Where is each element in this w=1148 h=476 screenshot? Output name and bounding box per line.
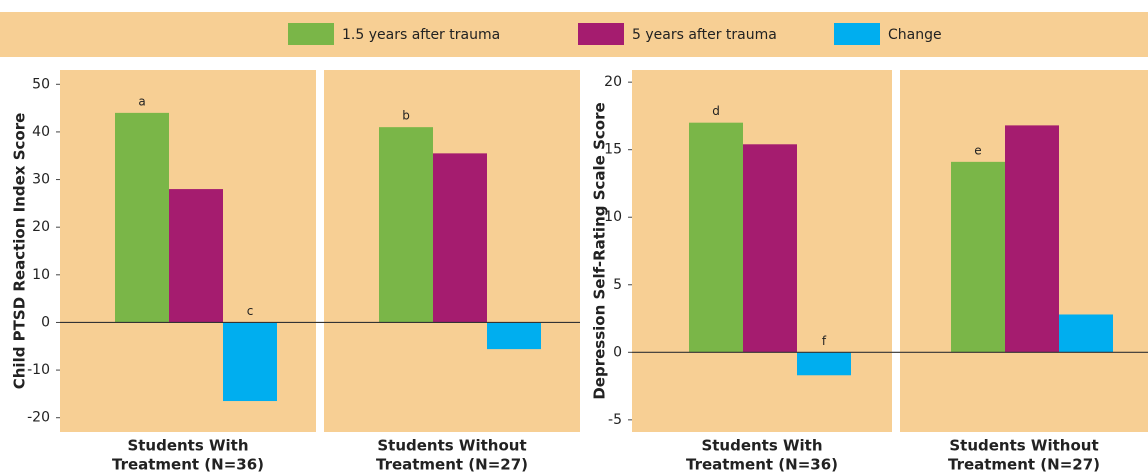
y-tick-label: 20 xyxy=(32,219,50,235)
legend-label: Change xyxy=(888,27,942,43)
x-tick-label: Students Without xyxy=(949,437,1098,455)
x-tick-label: Students Without xyxy=(377,437,526,455)
y-axis-label: Depression Self-Rating Scale Score xyxy=(591,102,609,399)
legend-swatch xyxy=(578,23,624,45)
bar xyxy=(1059,314,1113,353)
bar xyxy=(115,112,169,323)
y-tick-label: 20 xyxy=(604,74,622,90)
bar xyxy=(169,189,223,323)
x-tick-label: Treatment (N=27) xyxy=(376,456,528,474)
x-tick-label: Treatment (N=36) xyxy=(686,456,838,474)
bar xyxy=(743,144,797,353)
y-tick-label: -5 xyxy=(608,412,622,428)
bar xyxy=(1005,125,1059,353)
y-axis-label: Child PTSD Reaction Index Score xyxy=(11,113,29,390)
legend-swatch xyxy=(834,23,880,45)
bar-annotation: e xyxy=(974,143,981,157)
y-tick-label: 15 xyxy=(604,142,622,158)
bar-annotation: c xyxy=(247,304,254,318)
x-tick-label: Treatment (N=27) xyxy=(948,456,1100,474)
bar-annotation: d xyxy=(712,104,720,118)
legend-band xyxy=(0,12,1148,57)
legend-swatch xyxy=(288,23,334,45)
y-tick-label: 5 xyxy=(613,277,622,293)
bar xyxy=(487,322,541,350)
legend-label: 5 years after trauma xyxy=(632,27,777,43)
y-tick-label: 40 xyxy=(32,124,50,140)
x-tick-label: Treatment (N=36) xyxy=(112,456,264,474)
y-tick-label: -10 xyxy=(27,362,50,378)
bar xyxy=(951,161,1005,353)
bar xyxy=(379,127,433,323)
bar-annotation: b xyxy=(402,109,410,123)
legend-label: 1.5 years after trauma xyxy=(342,27,500,43)
y-tick-label: 0 xyxy=(613,344,622,360)
bar xyxy=(689,122,743,353)
x-tick-label: Students With xyxy=(127,437,248,455)
x-tick-label: Students With xyxy=(701,437,822,455)
y-tick-label: 10 xyxy=(32,267,50,283)
y-tick-label: 50 xyxy=(32,76,50,92)
y-tick-label: -20 xyxy=(27,410,50,426)
bar xyxy=(433,153,487,323)
y-tick-label: 0 xyxy=(41,314,50,330)
bar-annotation: a xyxy=(138,94,145,108)
bar xyxy=(797,352,851,376)
y-tick-label: 10 xyxy=(604,209,622,225)
bar-annotation: f xyxy=(822,334,827,348)
bar xyxy=(223,322,277,402)
y-tick-label: 30 xyxy=(32,172,50,188)
